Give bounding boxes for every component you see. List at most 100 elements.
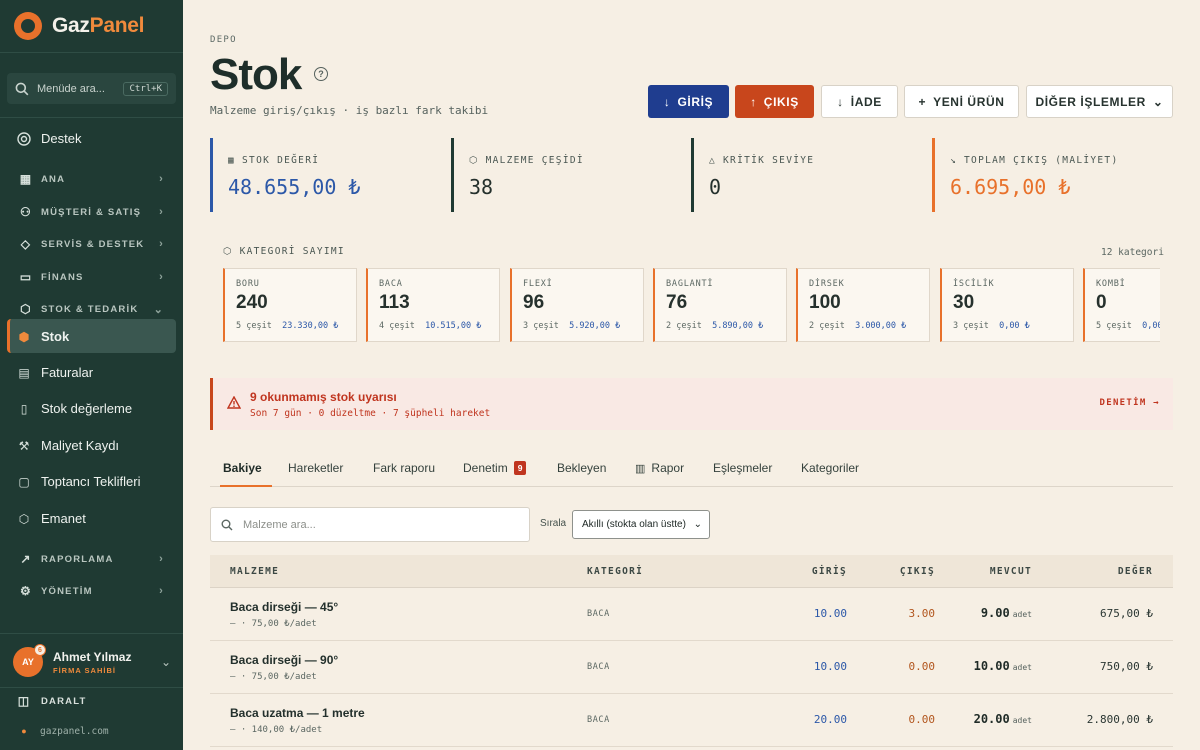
search-placeholder: Malzeme ara...	[243, 518, 316, 531]
tab-report[interactable]: ▥ Rapor	[635, 461, 684, 475]
brand-name-part2: Panel	[89, 14, 145, 37]
box-icon: ⬡	[469, 155, 479, 166]
sidebar-item-label: Stok değerleme	[41, 401, 133, 416]
sidebar-section-reports[interactable]: ↗ RAPORLAMA ›	[19, 552, 164, 566]
category-value: 5.920,00 ₺	[569, 321, 621, 331]
category-value: 0,00	[1142, 321, 1160, 331]
help-icon[interactable]: ?	[314, 67, 328, 81]
category-quantity: 76	[666, 292, 688, 313]
page-subtitle: Malzeme giriş/çıkış · iş bazlı fark taki…	[210, 104, 489, 117]
new-product-button[interactable]: + YENİ ÜRÜN	[904, 85, 1019, 118]
sidebar-item-wholesale-offers[interactable]: ▢ Toptancı Teklifleri	[17, 474, 140, 489]
chevron-down-icon: ⌄	[160, 655, 171, 669]
sidebar-item-invoices[interactable]: ▤ Faturalar	[17, 365, 93, 380]
page-title: Stok	[210, 50, 302, 99]
tab-balance[interactable]: Bakiye	[223, 461, 262, 475]
sidebar-item-stock[interactable]: ⬢ Stok	[17, 329, 69, 344]
material-in: 10.00	[813, 660, 847, 673]
sidebar-section-service[interactable]: ◇ SERVİS & DESTEK ›	[19, 237, 164, 251]
category-strip: BORU 240 5 çeşit 23.330,00 ₺ BACA 113 4 …	[223, 268, 1160, 343]
stock-out-button[interactable]: ↑ ÇIKIŞ	[735, 85, 814, 118]
material-unit-price: — · 75,00 ₺/adet	[230, 672, 317, 682]
tab-pending[interactable]: Bekleyen	[557, 461, 606, 475]
tab-label: Fark raporu	[373, 461, 436, 475]
table-row[interactable]: Baca dirseği — 90° — · 75,00 ₺/adet BACA…	[210, 641, 1173, 694]
chevron-right-icon: ›	[159, 553, 164, 565]
divider	[0, 687, 183, 688]
column-header-material[interactable]: MALZEME	[230, 566, 280, 577]
material-name: Baca dirseği — 45°	[230, 600, 339, 614]
material-search-input[interactable]: Malzeme ara...	[210, 507, 530, 542]
category-count: 12 kategori	[1101, 247, 1164, 258]
category-section-title: ⬡ KATEGORİ SAYIMI	[223, 246, 345, 257]
sidebar-item-support[interactable]: Destek	[17, 131, 81, 146]
column-header-current[interactable]: MEVCUT	[989, 566, 1032, 577]
category-quantity: 240	[236, 292, 268, 313]
unit-label: adet	[1012, 610, 1032, 619]
wrench-icon: ⚒	[18, 438, 30, 453]
category-value: 23.330,00 ₺	[282, 321, 339, 331]
kpi-value: 48.655,00 ₺	[228, 175, 361, 199]
category-card[interactable]: DİRSEK 100 2 çeşit 3.000,00 ₺	[796, 268, 930, 342]
chevron-right-icon: ›	[159, 206, 164, 218]
sidebar-section-label: SERVİS & DESTEK	[41, 238, 145, 250]
sidebar-item-cost-entry[interactable]: ⚒ Maliyet Kaydı	[17, 438, 119, 453]
category-variants: 5 çeşit	[1096, 321, 1132, 331]
stock-alert-banner: 9 okunmamış stok uyarısı Son 7 gün · 0 d…	[210, 378, 1173, 430]
box-icon: ⬢	[18, 329, 30, 344]
user-menu[interactable]: AY 6 Ahmet Yılmaz FİRMA SAHİBİ ⌄	[13, 644, 171, 677]
sidebar: GazPanel Menüde ara... Ctrl+K Destek ▦ A…	[0, 0, 183, 750]
bar-chart-icon: ▥	[635, 462, 646, 475]
sidebar-item-label: Toptancı Teklifleri	[41, 474, 141, 489]
tab-label: Hareketler	[288, 461, 344, 475]
more-actions-label: DİĞER İŞLEMLER	[1035, 94, 1146, 109]
breadcrumb: DEPO	[210, 35, 237, 45]
category-variants: 3 çeşit	[523, 321, 559, 331]
category-card[interactable]: KOMBİ 0 5 çeşit 0,00	[1083, 268, 1160, 342]
brand[interactable]: GazPanel	[14, 12, 144, 40]
tab-label: Rapor	[651, 461, 685, 475]
collapse-button[interactable]: ◫ DARALT	[17, 694, 87, 708]
material-out: 3.00	[908, 607, 936, 620]
sidebar-item-consignment[interactable]: ⬡ Emanet	[17, 511, 86, 526]
category-card[interactable]: BORU 240 5 çeşit 23.330,00 ₺	[223, 268, 357, 342]
sidebar-section-finance[interactable]: ▭ FİNANS ›	[19, 270, 164, 284]
sidebar-section-customers[interactable]: ⚇ MÜŞTERİ & SATIŞ ›	[19, 205, 164, 219]
sort-select[interactable]: Akıllı (stokta olan üstte) ⌄	[572, 510, 710, 539]
category-card[interactable]: BACA 113 4 çeşit 10.515,00 ₺	[366, 268, 500, 342]
audit-link[interactable]: DENETİM →	[1099, 398, 1160, 408]
category-quantity: 100	[809, 292, 841, 313]
tab-categories[interactable]: Kategoriler	[801, 461, 859, 475]
sidebar-section-admin[interactable]: ⚙ YÖNETİM ›	[19, 584, 164, 598]
more-actions-button[interactable]: DİĞER İŞLEMLER ⌄	[1026, 85, 1173, 118]
column-header-out[interactable]: ÇIKIŞ	[899, 566, 935, 577]
site-link[interactable]: ● gazpanel.com	[17, 724, 109, 738]
tab-movements[interactable]: Hareketler	[288, 461, 343, 475]
tab-bar: Bakiye Hareketler Fark raporu Denetim 9 B…	[210, 452, 1173, 487]
column-header-category[interactable]: KATEGORİ	[587, 566, 644, 577]
table-row[interactable]: Baca dirseği — 45° — · 75,00 ₺/adet BACA…	[210, 588, 1173, 641]
return-button[interactable]: ↓ İADE	[821, 85, 898, 118]
table-row[interactable]: Baca uzatma — 1 metre — · 140,00 ₺/adet …	[210, 694, 1173, 747]
menu-search[interactable]: Menüde ara... Ctrl+K	[7, 73, 176, 104]
category-card[interactable]: BAGLANTİ 76 2 çeşit 5.890,00 ₺	[653, 268, 787, 342]
plus-icon: +	[918, 94, 927, 109]
chevron-right-icon: ›	[159, 585, 164, 597]
shield-icon: ◇	[20, 237, 32, 251]
site-label: gazpanel.com	[40, 725, 109, 737]
sidebar-section-stock[interactable]: ⬡ STOK & TEDARİK ⌄	[19, 302, 164, 316]
category-card[interactable]: İSCİLİK 30 3 çeşit 0,00 ₺	[940, 268, 1074, 342]
tab-difference-report[interactable]: Fark raporu	[373, 461, 435, 475]
unit-label: adet	[1012, 663, 1032, 672]
sidebar-item-stock-valuation[interactable]: ▯ Stok değerleme	[17, 401, 132, 416]
tab-matches[interactable]: Eşleşmeler	[713, 461, 772, 475]
category-card[interactable]: FLEXİ 96 3 çeşit 5.920,00 ₺	[510, 268, 644, 342]
tab-audit[interactable]: Denetim 9	[463, 461, 527, 475]
search-icon	[15, 82, 29, 95]
unit-label: adet	[1012, 716, 1032, 725]
column-header-value[interactable]: DEĞER	[1117, 566, 1153, 577]
sidebar-section-main[interactable]: ▦ ANA ›	[19, 172, 164, 186]
stock-in-button[interactable]: ↓ GİRİŞ	[648, 85, 729, 118]
column-header-in[interactable]: GİRİŞ	[811, 566, 847, 577]
active-tab-underline	[220, 485, 272, 487]
